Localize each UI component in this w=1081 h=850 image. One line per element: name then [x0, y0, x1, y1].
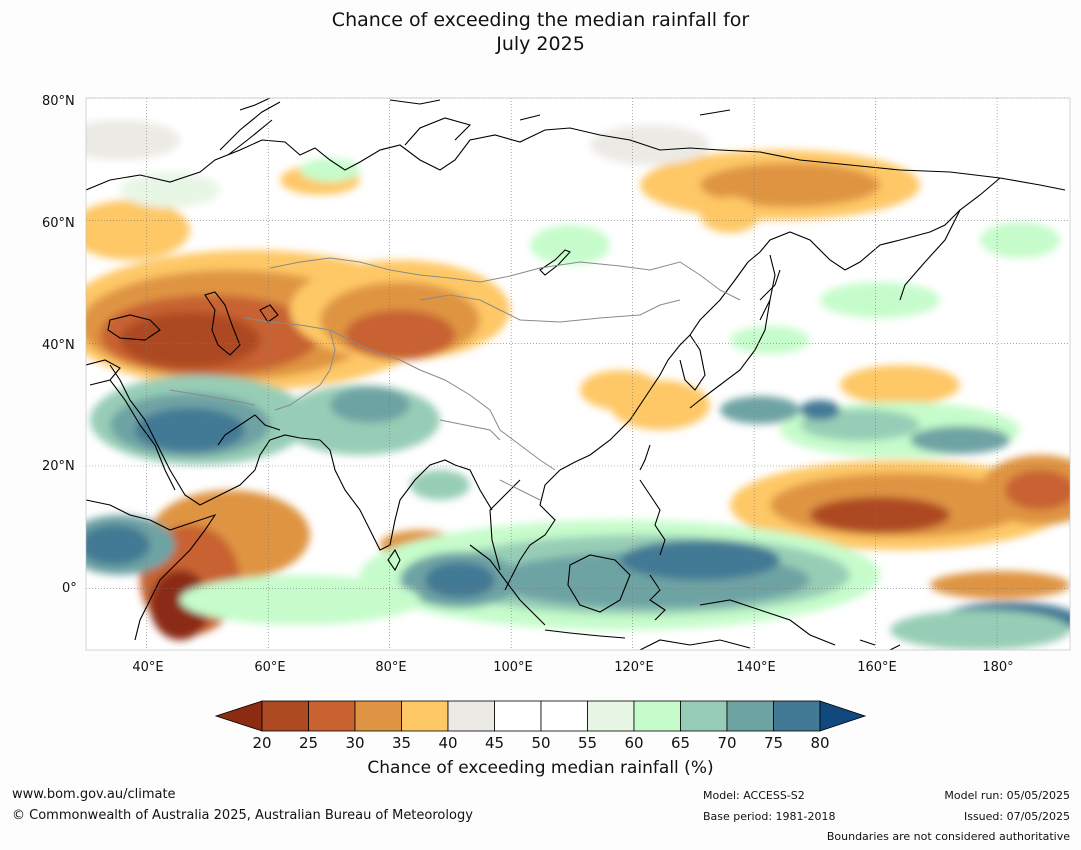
map-title-line1: Chance of exceeding the median rainfall …	[331, 9, 750, 31]
lat-label-20n: 20°N	[42, 459, 75, 474]
colorbar-segment	[447, 700, 495, 732]
copyright-notice: © Commonwealth of Australia 2025, Austra…	[12, 808, 473, 823]
colorbar-segment	[401, 700, 449, 732]
coastlines	[86, 98, 1066, 650]
colorbar-tick-label: 60	[624, 734, 643, 752]
lon-label-40e: 40°E	[132, 660, 164, 675]
rainfall-region	[820, 282, 940, 318]
rainfall-region	[86, 525, 150, 565]
colorbar-tick-label: 20	[252, 734, 271, 752]
rainfall-region	[980, 222, 1060, 258]
colorbar-segment	[773, 700, 821, 732]
rainfall-region	[86, 120, 180, 160]
boundary-disclaimer: Boundaries are not considered authoritat…	[826, 830, 1070, 843]
rainfall-region	[910, 426, 1010, 454]
lon-label-80e: 80°E	[375, 660, 407, 675]
rainfall-region	[180, 575, 420, 625]
lon-label-120e: 120°E	[614, 660, 654, 675]
colorbar-tick-label: 75	[764, 734, 783, 752]
colorbar-segment	[308, 700, 356, 732]
rainfall-region	[930, 571, 1070, 599]
colorbar-tick-label: 80	[810, 734, 829, 752]
colorbar-extend-low	[214, 700, 263, 732]
rainfall-region	[580, 370, 660, 410]
rainfall-region	[300, 158, 360, 182]
issued-date: Issued: 07/05/2025	[963, 810, 1070, 823]
rainfall-region	[810, 497, 950, 533]
lon-label-140e: 140°E	[736, 660, 776, 675]
rainfall-region	[800, 400, 840, 420]
colorbar-title: Chance of exceeding median rainfall (%)	[367, 758, 714, 778]
colorbar-tick-label: 35	[392, 734, 411, 752]
rainfall-region	[410, 470, 470, 500]
rainfall-region	[840, 365, 960, 405]
map-title-line2: July 2025	[496, 33, 585, 55]
colorbar-tick-label: 40	[438, 734, 457, 752]
rainfall-region	[150, 570, 210, 640]
model-run-date: Model run: 05/05/2025	[944, 789, 1070, 802]
rainfall-region	[620, 540, 780, 580]
colorbar-tick-label: 70	[717, 734, 736, 752]
rainfall-region	[890, 610, 1070, 650]
rainfall-region	[86, 200, 190, 260]
model-name: Model: ACCESS-S2	[703, 789, 805, 802]
colorbar-tick-label: 50	[531, 734, 550, 752]
country-boundaries	[169, 257, 741, 501]
lat-label-40n: 40°N	[42, 338, 75, 353]
rainfall-region	[730, 326, 810, 354]
rainfall-region	[1005, 470, 1070, 510]
rainfall-region	[720, 396, 800, 424]
website-link[interactable]: www.bom.gov.au/climate	[12, 787, 176, 802]
rainfall-region	[700, 197, 760, 233]
rainfall-region	[530, 225, 610, 265]
colorbar-segment	[587, 700, 635, 732]
colorbar-segment	[633, 700, 681, 732]
lon-label-60e: 60°E	[254, 660, 286, 675]
rainfall-region	[590, 125, 710, 165]
rainfall-region	[425, 562, 495, 598]
rainfall-region	[700, 163, 880, 207]
colorbar-segment	[540, 700, 588, 732]
colorbar-tick-label: 25	[299, 734, 318, 752]
lon-label-100e: 100°E	[493, 660, 533, 675]
colorbar-segment	[354, 700, 402, 732]
colorbar-segment	[261, 700, 309, 732]
colorbar-tick-label: 30	[345, 734, 364, 752]
colorbar: 20 25 30 35 40 45 50 55 60 65 70 75 80	[214, 700, 867, 752]
rainfall-region	[330, 387, 410, 423]
map-title: Chance of exceeding the median rainfall …	[0, 8, 1081, 56]
lat-label-0: 0°	[62, 581, 77, 596]
colorbar-extend-high	[819, 700, 867, 732]
colorbar-tick-label: 55	[578, 734, 597, 752]
lon-label-180: 180°	[982, 660, 1014, 675]
rainfall-region	[135, 408, 245, 452]
rainfall-probability-field	[86, 120, 1070, 650]
lat-label-80n: 80°N	[42, 94, 75, 109]
colorbar-segment	[726, 700, 774, 732]
colorbar-tick-label: 45	[485, 734, 504, 752]
colorbar-tick-label: 65	[671, 734, 690, 752]
rainfall-region	[120, 312, 260, 368]
base-period: Base period: 1981-2018	[703, 810, 836, 823]
rainfall-region	[345, 310, 455, 360]
lon-label-160e: 160°E	[857, 660, 897, 675]
colorbar-segment	[494, 700, 542, 732]
colorbar-segment	[680, 700, 728, 732]
lat-label-60n: 60°N	[42, 216, 75, 231]
map-frame	[85, 97, 1071, 651]
rainfall-region	[120, 172, 220, 208]
